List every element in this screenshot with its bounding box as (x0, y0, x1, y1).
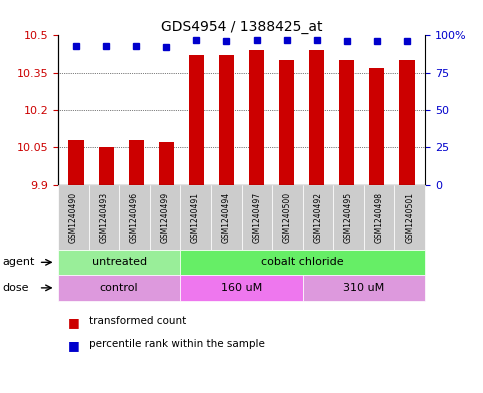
Text: GSM1240494: GSM1240494 (222, 191, 231, 243)
Bar (128, 140, 144, 185)
Text: control: control (100, 283, 139, 293)
Text: 310 uM: 310 uM (343, 283, 384, 293)
Text: GSM1240498: GSM1240498 (375, 192, 384, 242)
Bar (309, 50, 324, 185)
Bar (159, 142, 174, 185)
Text: GDS4954 / 1388425_at: GDS4954 / 1388425_at (161, 20, 322, 34)
Bar (279, 60, 294, 185)
Text: untreated: untreated (92, 257, 147, 267)
Text: ■: ■ (68, 316, 79, 329)
Text: GSM1240491: GSM1240491 (191, 192, 200, 242)
Text: ■: ■ (68, 339, 79, 352)
Bar (369, 68, 384, 185)
Text: GSM1240501: GSM1240501 (405, 192, 414, 242)
Bar (399, 60, 414, 185)
Text: GSM1240496: GSM1240496 (130, 191, 139, 243)
Text: GSM1240492: GSM1240492 (313, 192, 323, 242)
Bar (189, 55, 204, 185)
Text: cobalt chloride: cobalt chloride (261, 257, 344, 267)
Text: GSM1240497: GSM1240497 (252, 191, 261, 243)
Text: GSM1240495: GSM1240495 (344, 191, 353, 243)
Bar (69, 140, 84, 185)
Bar (339, 60, 355, 185)
Text: GSM1240493: GSM1240493 (99, 191, 108, 243)
Text: transformed count: transformed count (89, 316, 186, 326)
Text: GSM1240500: GSM1240500 (283, 191, 292, 243)
Text: agent: agent (2, 257, 35, 267)
Bar (249, 50, 264, 185)
Text: GSM1240490: GSM1240490 (69, 191, 78, 243)
Text: 160 uM: 160 uM (221, 283, 262, 293)
Bar (99, 147, 114, 185)
Bar (219, 55, 234, 185)
Text: GSM1240499: GSM1240499 (160, 191, 170, 243)
Text: dose: dose (2, 283, 29, 293)
Text: percentile rank within the sample: percentile rank within the sample (89, 339, 265, 349)
